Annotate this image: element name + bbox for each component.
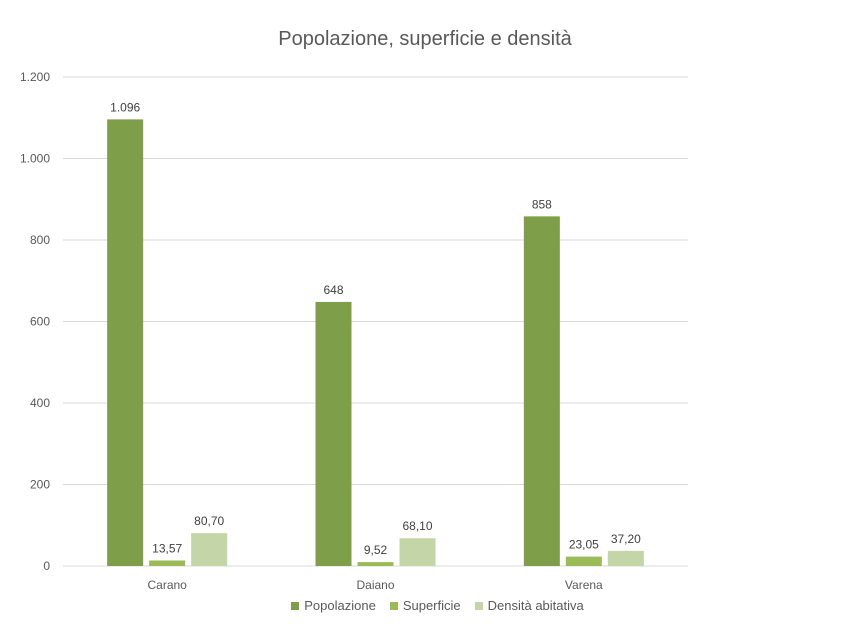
legend-swatch-icon bbox=[474, 601, 483, 610]
legend: Popolazione Superficie Densità abitativa bbox=[0, 598, 850, 613]
bar-popolazione-daiano bbox=[315, 301, 352, 566]
bar-popolazione-varena bbox=[523, 216, 560, 567]
y-tick-label: 1.200 bbox=[20, 70, 50, 84]
bar-popolazione-carano bbox=[107, 119, 144, 566]
legend-swatch-icon bbox=[389, 601, 398, 610]
y-axis-tick-labels: 0 200 400 600 800 1.000 1.200 bbox=[20, 70, 50, 573]
y-tick-label: 0 bbox=[43, 559, 50, 573]
bar-densità-abitativa-carano bbox=[191, 533, 228, 566]
data-label: 858 bbox=[532, 197, 552, 211]
data-label: 23,05 bbox=[569, 538, 599, 552]
legend-item-popolazione: Popolazione bbox=[291, 598, 376, 613]
legend-label: Densità abitativa bbox=[487, 598, 584, 613]
x-category-label: Daiano bbox=[356, 578, 394, 592]
bar-densità-abitativa-daiano bbox=[399, 538, 436, 566]
legend-item-superficie: Superficie bbox=[389, 598, 461, 613]
y-tick-label: 1.000 bbox=[20, 152, 50, 166]
y-tick-label: 600 bbox=[30, 315, 50, 329]
chart-title: Popolazione, superficie e densità bbox=[278, 28, 572, 50]
bar-densità-abitativa-varena bbox=[607, 550, 644, 566]
data-label: 1.096 bbox=[110, 100, 140, 114]
legend-label: Superficie bbox=[402, 598, 461, 613]
data-label: 13,57 bbox=[152, 541, 182, 555]
data-label: 80,70 bbox=[194, 514, 224, 528]
data-label: 68,10 bbox=[402, 519, 432, 533]
x-axis-category-labels: Carano Daiano Varena bbox=[147, 578, 603, 592]
legend-item-densità-abitativa: Densità abitativa bbox=[474, 598, 584, 613]
x-category-label: Varena bbox=[565, 578, 603, 592]
data-label: 9,52 bbox=[364, 543, 388, 557]
y-tick-label: 800 bbox=[30, 233, 50, 247]
bar-series: 1.096 13,57 80,70 648 9,52 68,10 858 23,05 37,20 bbox=[107, 100, 644, 567]
gridlines bbox=[63, 76, 688, 567]
legend-swatch-icon bbox=[291, 601, 300, 610]
bar-superficie-daiano bbox=[357, 562, 394, 566]
bar-superficie-varena bbox=[565, 556, 602, 566]
y-tick-label: 200 bbox=[30, 478, 50, 492]
bar-superficie-carano bbox=[149, 560, 186, 566]
data-label: 648 bbox=[323, 283, 343, 297]
x-category-label: Carano bbox=[147, 578, 187, 592]
y-tick-label: 400 bbox=[30, 396, 50, 410]
legend-label: Popolazione bbox=[304, 598, 376, 613]
data-label: 37,20 bbox=[611, 532, 641, 546]
